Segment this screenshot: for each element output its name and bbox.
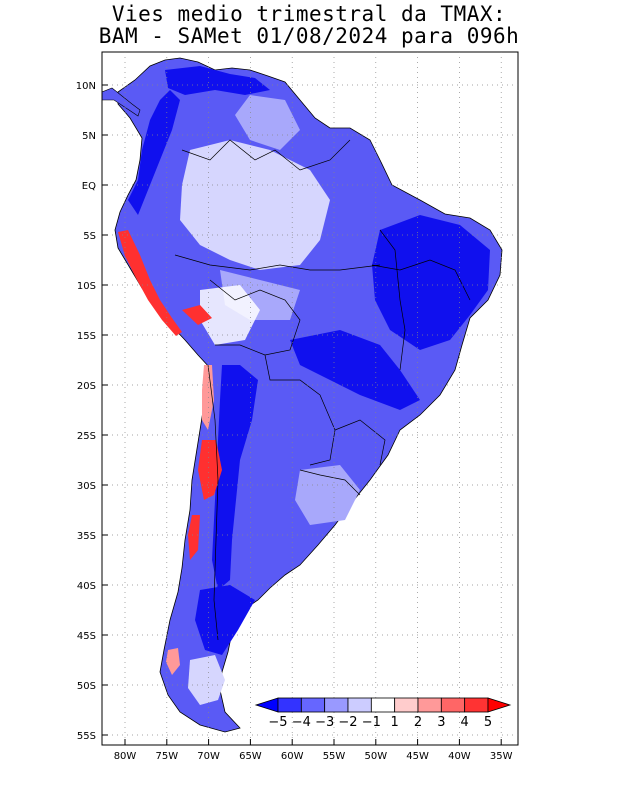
- colorbar-swatch: [370, 697, 396, 713]
- map-frame-border: [101, 51, 519, 746]
- colorbar-label: −3: [315, 715, 334, 730]
- colorbar-swatch: [277, 697, 302, 713]
- central-america-landmass: [102, 87, 141, 117]
- lat-tick-label: 20S: [77, 381, 96, 392]
- lat-tick-label: EQ: [82, 181, 96, 192]
- colorbar-label: 3: [437, 715, 445, 730]
- colorbar-label: 2: [414, 715, 422, 730]
- lon-tick-label: 80W: [114, 751, 137, 762]
- colorbar-label: −1: [362, 715, 381, 730]
- lon-tick-label: 50W: [364, 751, 387, 762]
- strong-cold-central-brazil: [290, 330, 420, 410]
- lon-tick-label: 40W: [448, 751, 471, 762]
- neutral-south-patagonia: [188, 655, 225, 705]
- country-borders: [174, 139, 471, 641]
- lon-tick-label: 35W: [490, 751, 513, 762]
- colorbar-swatch: [394, 697, 419, 713]
- map-title-line1: Vies medio trimestral da TMAX:: [111, 2, 507, 26]
- lat-tick-label: 55S: [77, 731, 96, 742]
- colorbar-swatch: [347, 697, 372, 713]
- warm-bias-peru-highland: [182, 305, 212, 325]
- latitude-axis: 10N 5N EQ 5S 10S 15S 20S 25S 30S 35S 40S 45S 50S 55S: [76, 81, 108, 742]
- colorbar-swatch: [324, 697, 349, 713]
- strong-cold-northeast-region: [372, 215, 490, 350]
- warm-bias-peru-coast: [118, 230, 182, 336]
- colorbar-label: −2: [338, 715, 357, 730]
- colorbar-label: −5: [268, 715, 287, 730]
- map-title-line2: BAM - SAMet 01/08/2024 para 096h: [98, 24, 520, 48]
- lat-tick-label: 10S: [77, 281, 96, 292]
- colorbar-swatch: [464, 697, 489, 713]
- lon-tick-label: 70W: [197, 751, 220, 762]
- lat-tick-label: 10N: [76, 81, 96, 92]
- lon-tick-label: 65W: [239, 751, 262, 762]
- colorbar: −5 −4 −3 −2 −1 1 2 3 4 5: [254, 697, 512, 730]
- colorbar-high-arrow: [487, 697, 512, 713]
- strong-cold-argentina-strip: [212, 365, 258, 590]
- lat-tick-label: 50S: [77, 681, 96, 692]
- colorbar-swatch: [417, 697, 442, 713]
- light-cold-north-region: [235, 95, 300, 150]
- colorbar-swatch: [440, 697, 466, 713]
- lat-tick-label: 45S: [77, 631, 96, 642]
- lon-tick-label: 75W: [155, 751, 178, 762]
- lat-tick-label: 15S: [77, 331, 96, 342]
- colorbar-label: 5: [484, 715, 492, 730]
- warm-bias-chile-central: [198, 440, 222, 500]
- warm-bias-chile-south: [188, 515, 200, 560]
- lat-tick-label: 25S: [77, 431, 96, 442]
- graticule: [102, 52, 518, 745]
- strong-cold-andes-strip: [128, 90, 180, 215]
- lon-tick-label: 45W: [406, 751, 429, 762]
- warm-bias-chile-north: [202, 365, 214, 430]
- longitude-axis: 80W 75W 70W 65W 60W 55W 50W 45W 40W 35W: [114, 739, 513, 762]
- lat-tick-label: 30S: [77, 481, 96, 492]
- strong-cold-caribbean-coast: [165, 66, 270, 95]
- warm-bias-south-chile-islands: [166, 648, 180, 675]
- lon-tick-label: 55W: [323, 751, 346, 762]
- colorbar-swatch: [300, 697, 326, 713]
- lat-tick-label: 35S: [77, 531, 96, 542]
- colorbar-label: 1: [391, 715, 399, 730]
- neutral-bolivia-region: [200, 285, 260, 345]
- lat-tick-label: 40S: [77, 581, 96, 592]
- lat-tick-label: 5S: [83, 231, 96, 242]
- strong-cold-patagonia: [195, 585, 255, 655]
- lat-tick-label: 5N: [82, 131, 96, 142]
- colorbar-label: 4: [461, 715, 469, 730]
- colorbar-label: −4: [292, 715, 311, 730]
- lon-tick-label: 60W: [281, 751, 304, 762]
